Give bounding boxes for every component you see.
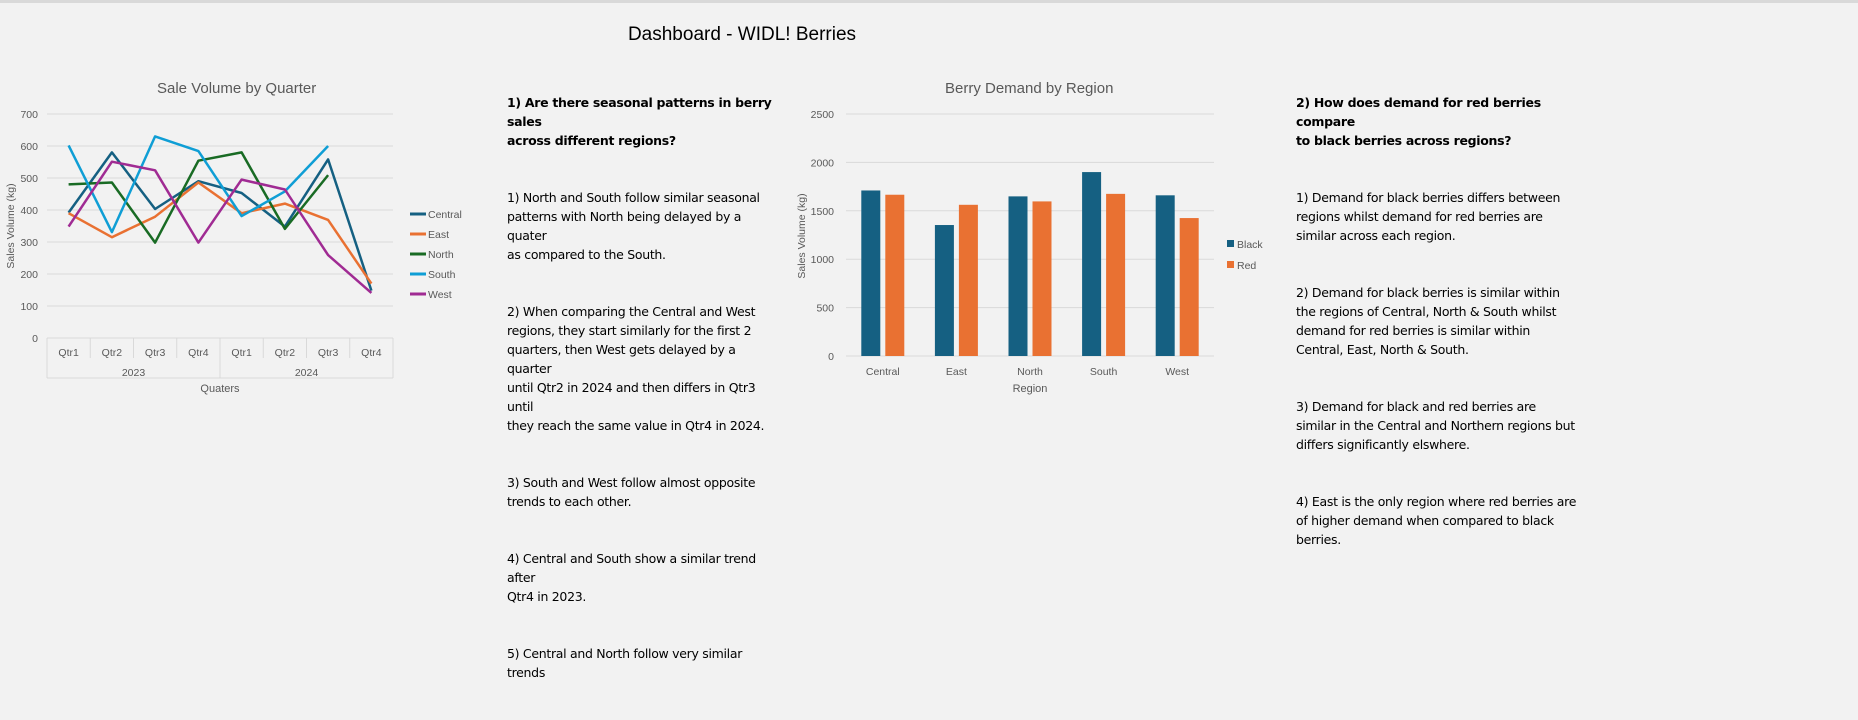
- y-tick-label: 1000: [811, 254, 835, 266]
- y-tick-label: 300: [20, 237, 38, 249]
- x-axis-title: Region: [1013, 383, 1048, 395]
- notes-demand-point: 2) Demand for black berries is similar w…: [1296, 285, 1560, 357]
- legend-label-west: West: [428, 289, 452, 301]
- x-tick-label: Qtr4: [361, 347, 382, 359]
- notes-seasonal-point: 2) When comparing the Central and West r…: [507, 304, 765, 433]
- notes-demand-question: 2) How does demand for red berries compa…: [1296, 95, 1541, 148]
- charts-canvas: 0 100 200 300 400 500 600 700 Qtr1 Qtr2 Qtr3 Qtr4 Qt…: [5, 109, 1263, 395]
- x-axis-title: Quaters: [200, 383, 240, 395]
- y-tick-label: 600: [20, 141, 38, 153]
- line-chart-title: Sale Volume by Quarter: [157, 80, 317, 97]
- bar-black-central: [861, 190, 881, 356]
- legend-label-north: North: [428, 249, 454, 261]
- bar-black-west: [1155, 195, 1175, 356]
- notes-demand-point: 1) Demand for black berries differs betw…: [1296, 190, 1561, 243]
- notes-seasonal-point: 5) Central and North follow very similar…: [507, 646, 743, 680]
- series-line-west: [67, 160, 373, 294]
- x-tick-label: Central: [866, 366, 900, 378]
- legend-label-red: Red: [1237, 260, 1256, 272]
- y-tick-label: 0: [32, 333, 38, 345]
- x-group-label: 2024: [295, 367, 319, 379]
- bar-red-central: [885, 194, 905, 356]
- legend-swatch-black: [1227, 240, 1234, 247]
- bar-chart-title: Berry Demand by Region: [945, 80, 1114, 97]
- notes-seasonal: 1) Are there seasonal patterns in berry …: [507, 74, 777, 720]
- x-tick-label: Qtr2: [102, 347, 123, 359]
- y-axis-title: Sales Volume (kg): [5, 183, 17, 268]
- bar-black-east: [934, 225, 954, 356]
- notes-seasonal-point: 1) North and South follow similar season…: [507, 190, 760, 262]
- y-tick-label: 2500: [811, 109, 835, 121]
- bar-red-west: [1179, 218, 1199, 356]
- notes-seasonal-point: 3) South and West follow almost opposite…: [507, 475, 756, 509]
- bar-red-south: [1106, 193, 1126, 356]
- legend-label-black: Black: [1237, 239, 1263, 251]
- x-tick-label: West: [1165, 366, 1189, 378]
- x-tick-label: Qtr3: [318, 347, 339, 359]
- x-tick-label: Qtr4: [188, 347, 209, 359]
- x-tick-label: Qtr1: [231, 347, 252, 359]
- y-tick-label: 1500: [811, 206, 835, 218]
- series-line-east: [67, 181, 373, 285]
- notes-seasonal-question: 1) Are there seasonal patterns in berry …: [507, 95, 772, 148]
- notes-demand: 2) How does demand for red berries compa…: [1296, 74, 1586, 587]
- y-axis-title: Sales Volume (kg): [796, 193, 808, 278]
- series-line-central: [67, 151, 373, 291]
- legend-label-east: East: [428, 229, 449, 241]
- y-tick-label: 700: [20, 109, 38, 121]
- x-tick-label: Qtr3: [145, 347, 166, 359]
- legend-swatch-red: [1227, 261, 1234, 268]
- x-tick-label: North: [1017, 366, 1043, 378]
- notes-demand-point: 4) East is the only region where red ber…: [1296, 494, 1577, 547]
- bar-black-north: [1008, 196, 1028, 356]
- bar-red-east: [958, 204, 978, 356]
- y-tick-label: 2000: [811, 157, 835, 169]
- y-tick-label: 100: [20, 301, 38, 313]
- bar-red-north: [1032, 201, 1052, 356]
- x-tick-label: South: [1090, 366, 1118, 378]
- y-tick-label: 500: [20, 173, 38, 185]
- x-tick-label: East: [946, 366, 967, 378]
- bar-black-south: [1082, 172, 1102, 356]
- x-group-label: 2023: [122, 367, 146, 379]
- y-tick-label: 200: [20, 269, 38, 281]
- notes-demand-point: 3) Demand for black and red berries are …: [1296, 399, 1575, 452]
- legend-label-south: South: [428, 269, 456, 281]
- y-tick-label: 500: [816, 303, 834, 315]
- y-tick-label: 0: [828, 351, 834, 363]
- series-line-north: [68, 151, 330, 244]
- y-tick-label: 400: [20, 205, 38, 217]
- dashboard-title: Dashboard - WIDL! Berries: [627, 24, 857, 45]
- x-tick-label: Qtr2: [275, 347, 296, 359]
- top-border: [0, 0, 1858, 3]
- x-tick-label: Qtr1: [58, 347, 79, 359]
- notes-seasonal-point: 4) Central and South show a similar tren…: [507, 551, 756, 604]
- legend-label-central: Central: [428, 209, 462, 221]
